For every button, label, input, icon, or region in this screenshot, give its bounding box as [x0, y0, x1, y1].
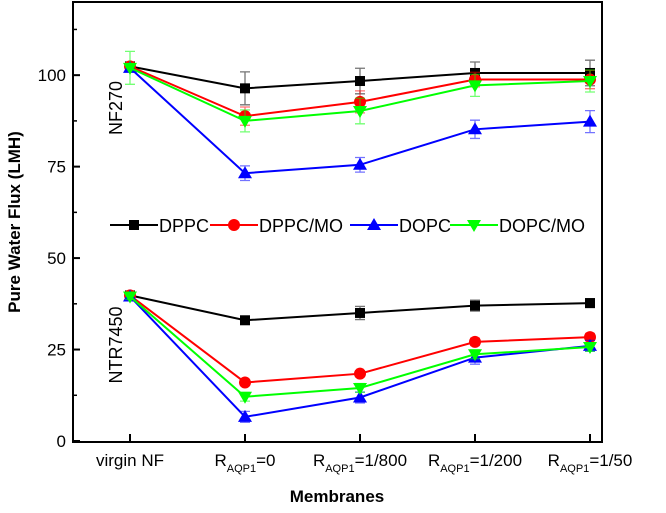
data-point: [240, 315, 250, 326]
data-point: [355, 307, 365, 318]
legend-marker: [228, 219, 240, 231]
annotation-nf270: NF270: [106, 81, 126, 135]
y-tick-label: 0: [57, 432, 66, 451]
x-tick-label: RAQP1=0: [214, 451, 275, 475]
y-tick-label: 100: [38, 66, 66, 85]
legend-item: DOPC/MO: [450, 216, 585, 236]
series-ntr7450-dppc: [125, 290, 595, 326]
data-point: [468, 80, 482, 93]
y-tick-label: 50: [47, 249, 66, 268]
legend-marker: [367, 218, 381, 230]
y-tick-label: 25: [47, 341, 66, 360]
series-nf270-dopc: [123, 60, 597, 182]
legend: DPPC DPPC/MO DOPC DOPC/MO: [110, 216, 585, 236]
data-point: [354, 367, 366, 380]
data-point: [470, 300, 480, 311]
y-axis: 0 25 50 75 100: [38, 28, 80, 451]
legend-label: DOPC: [399, 216, 451, 236]
x-tick-label: RAQP1=1/50: [548, 451, 633, 475]
legend-item: DPPC: [110, 216, 209, 236]
plot-frame: [72, 1, 603, 443]
data-point: [240, 83, 250, 94]
data-point: [583, 341, 597, 354]
legend-marker: [467, 220, 481, 232]
legend-item: DPPC/MO: [210, 216, 343, 236]
data-point: [468, 349, 482, 362]
data-point: [353, 390, 367, 403]
data-point: [239, 376, 251, 389]
data-point: [469, 335, 481, 348]
x-tick-label: virgin NF: [96, 451, 164, 470]
data-point: [123, 62, 137, 75]
legend-marker: [129, 220, 139, 230]
data-point: [353, 106, 367, 119]
series-nf270-dopc-mo: [123, 50, 597, 133]
y-axis-label: Pure Water Flux (LMH): [5, 131, 24, 313]
annotation-ntr7450: NTR7450: [106, 306, 126, 383]
data-point: [585, 298, 595, 309]
series-layer: [123, 50, 597, 423]
data-point: [583, 76, 597, 89]
x-tick-label: RAQP1=1/800: [313, 451, 407, 475]
data-point: [468, 122, 482, 135]
x-axis: virgin NF RAQP1=0 RAQP1=1/800 RAQP1=1/200 RA…: [96, 434, 632, 475]
x-tick-label: RAQP1=1/200: [428, 451, 522, 475]
data-point: [583, 114, 597, 127]
legend-label: DPPC: [159, 216, 209, 236]
data-point: [238, 115, 252, 128]
data-point: [353, 157, 367, 170]
data-point: [123, 291, 137, 304]
legend-label: DPPC/MO: [259, 216, 343, 236]
y-tick-label: 75: [47, 158, 66, 177]
data-point: [355, 76, 365, 87]
legend-item: DOPC: [350, 216, 451, 236]
data-point: [238, 391, 252, 404]
data-point: [238, 409, 252, 422]
x-axis-label: Membranes: [290, 487, 384, 506]
series-ntr7450-dopc-mo: [123, 291, 597, 404]
legend-label: DOPC/MO: [499, 216, 585, 236]
data-point: [238, 166, 252, 179]
data-point: [353, 382, 367, 395]
